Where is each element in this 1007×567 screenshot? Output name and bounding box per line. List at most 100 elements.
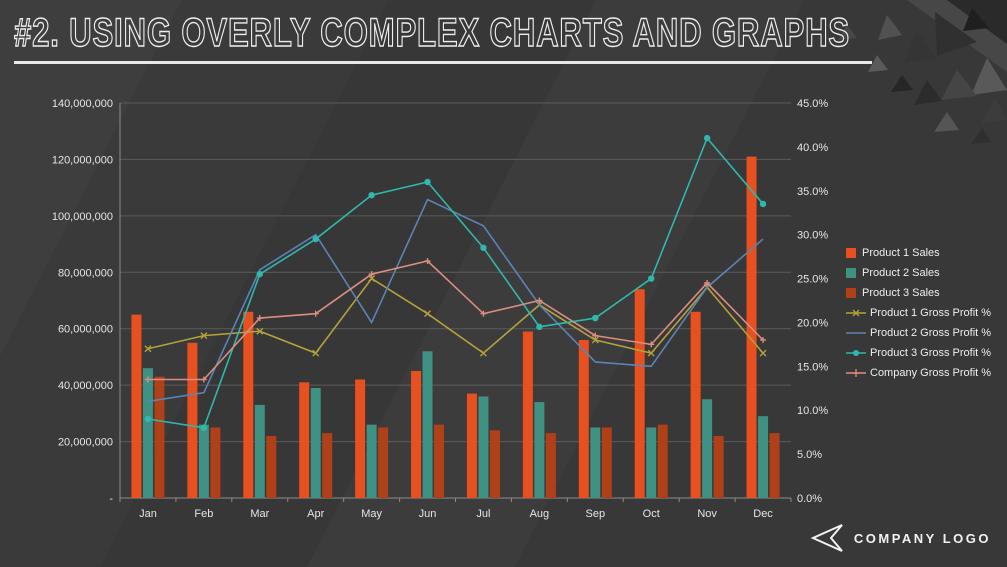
- legend-item: Product 2 Gross Profit %: [846, 323, 991, 343]
- bar: [657, 424, 668, 498]
- axis-tick-label: 0.0%: [797, 493, 822, 505]
- bar: [478, 396, 489, 498]
- legend-swatch: [846, 248, 856, 258]
- line-marker: [200, 332, 208, 340]
- legend-item: Product 3 Sales: [846, 283, 991, 303]
- company-logo-icon: [810, 524, 843, 552]
- axis-tick-label: 120,000,000: [52, 154, 113, 166]
- bar: [154, 376, 165, 498]
- bar: [646, 427, 657, 498]
- axis-tick-label: 20,000,000: [58, 437, 113, 449]
- axis-tick-label: 20.0%: [797, 317, 828, 329]
- line-series: [147, 198, 764, 403]
- bar: [590, 427, 601, 498]
- bar: [489, 430, 500, 498]
- bar: [634, 289, 645, 498]
- line-marker: [368, 275, 376, 283]
- bar: [198, 424, 209, 498]
- x-axis-label: Dec: [753, 508, 773, 520]
- x-axis-label: Nov: [697, 508, 717, 520]
- legend-item: Product 1 Sales: [846, 243, 991, 263]
- chart-legend: Product 1 Sales Product 2 Sales Product 3 …: [846, 243, 991, 383]
- x-axis-label: Aug: [530, 508, 550, 520]
- combo-chart: - 20,000,000 40,000,000 60,000,000 80,000,00…: [52, 98, 829, 520]
- title-underline: [14, 61, 872, 64]
- bar: [411, 371, 422, 498]
- bar: [545, 433, 556, 498]
- line-marker: [312, 235, 319, 243]
- bar: [254, 404, 265, 498]
- bar: [310, 387, 321, 498]
- axis-tick-label: 5.0%: [797, 449, 822, 461]
- line-marker: [424, 310, 432, 318]
- x-axis-label: Apr: [307, 508, 324, 520]
- x-axis-label: May: [361, 508, 382, 520]
- legend-swatch: [846, 288, 856, 298]
- axis-tick-label: -: [109, 493, 113, 505]
- legend-item: Product 3 Gross Profit %: [846, 343, 991, 363]
- line-marker: [591, 336, 599, 344]
- corner-triangles-decoration: [838, 0, 1007, 144]
- bar: [131, 314, 142, 498]
- footer-logo: COMPANY LOGO: [810, 523, 991, 553]
- legend-item: Product 2 Sales: [846, 263, 991, 283]
- axis-tick-label: 15.0%: [797, 361, 828, 373]
- bar: [713, 435, 724, 498]
- legend-item: Company Gross Profit %: [846, 363, 991, 383]
- line-marker: [312, 349, 320, 357]
- company-logo-text: COMPANY LOGO: [853, 530, 991, 546]
- line-marker: [759, 200, 767, 208]
- legend-label: Product 3 Gross Profit %: [870, 347, 992, 359]
- axis-tick-label: 35.0%: [797, 186, 828, 198]
- legend-label: Product 3 Sales: [862, 287, 940, 299]
- x-axis-label: Mar: [250, 508, 269, 520]
- legend-label: Product 2 Gross Profit %: [870, 327, 992, 339]
- line-marker: [256, 327, 264, 335]
- axis-tick-label: 100,000,000: [52, 211, 113, 223]
- bar: [702, 399, 713, 498]
- line-marker: [759, 349, 767, 357]
- legend-line-swatch: [846, 350, 866, 356]
- line-marker: [648, 275, 655, 282]
- bar: [266, 435, 277, 498]
- bar: [422, 351, 433, 498]
- line-marker: [536, 323, 543, 331]
- x-axis-label: Oct: [643, 508, 660, 520]
- line-marker: [256, 270, 263, 278]
- x-axis-label: Sep: [586, 508, 606, 520]
- legend-label: Company Gross Profit %: [870, 367, 992, 379]
- bar: [142, 368, 153, 498]
- line-marker: [368, 191, 375, 199]
- legend-label: Product 1 Sales: [862, 247, 940, 259]
- axis-tick-label: 40.0%: [797, 142, 828, 154]
- bar: [187, 342, 198, 498]
- axis-tick-label: 45.0%: [797, 98, 828, 110]
- line-marker: [479, 349, 487, 357]
- bar: [322, 433, 333, 498]
- legend-line-swatch: [846, 332, 866, 334]
- bar: [299, 382, 310, 498]
- axis-tick-label: 10.0%: [797, 405, 828, 417]
- legend-swatch: [846, 268, 856, 278]
- x-axis-label: Jul: [476, 508, 490, 520]
- axis-tick-label: 40,000,000: [58, 380, 113, 392]
- axis-tick-label: 140,000,000: [52, 98, 113, 110]
- legend-item: Product 1 Gross Profit %: [846, 303, 991, 323]
- bar: [769, 433, 780, 498]
- legend-line-swatch: [846, 309, 866, 317]
- bar: [534, 402, 545, 498]
- legend-label: Product 1 Gross Profit %: [870, 307, 992, 319]
- chart-area: - 20,000,000 40,000,000 60,000,000 80,000,00…: [25, 93, 835, 533]
- line-marker: [424, 178, 431, 186]
- bar: [466, 393, 477, 498]
- legend-label: Product 2 Sales: [862, 267, 940, 279]
- axis-tick-label: 30.0%: [797, 230, 828, 242]
- bar: [355, 379, 366, 498]
- bar: [378, 427, 389, 498]
- line-marker: [703, 134, 711, 142]
- bar: [578, 340, 589, 498]
- bar: [758, 416, 769, 498]
- line-series: [147, 260, 764, 381]
- line-marker: [480, 244, 487, 252]
